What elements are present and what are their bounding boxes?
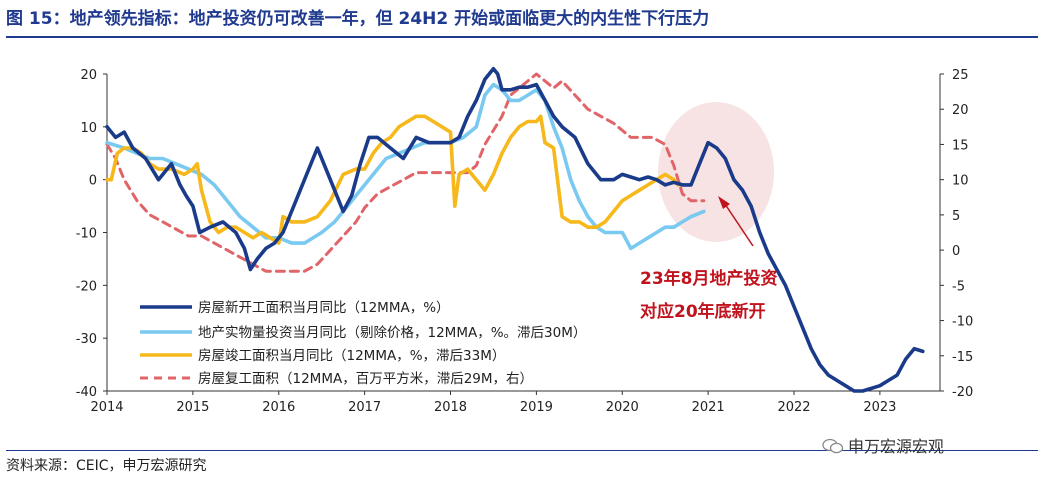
x-tick-label: 2023 xyxy=(863,400,896,415)
series-line-2 xyxy=(105,82,706,251)
source-divider xyxy=(6,450,1038,451)
annotation: 23年8月地产投资 对应20年底新开 xyxy=(640,196,778,322)
legend-label-4: 房屋复工面积（12MMA，百万平方米，滞后29M，右） xyxy=(198,370,533,387)
y-left-tick-label: 20 xyxy=(80,68,97,83)
annotation-line-1: 23年8月地产投资 xyxy=(640,268,778,289)
x-tick-label: 2019 xyxy=(520,400,553,415)
y-right-tick-label: 15 xyxy=(952,138,969,153)
legend-label-1: 房屋新开工面积当月同比（12MMA，%） xyxy=(198,300,450,316)
x-tick-label: 2015 xyxy=(176,400,209,415)
chart-title: 图 15：地产领先指标：地产投资仍可改善一年，但 24H2 开始或面临更大的内生… xyxy=(6,9,710,29)
legend-label-2: 地产实物量投资当月同比（剔除价格，12MMA，%。滞后30M） xyxy=(198,325,586,341)
y-right-tick-label: -10 xyxy=(952,315,973,330)
y-right-tick-label: -5 xyxy=(952,279,965,294)
y-left-tick-label: 0 xyxy=(89,174,97,189)
x-tick-label: 2016 xyxy=(262,400,295,415)
series-line-3 xyxy=(105,114,680,245)
y-right-tick-label: 5 xyxy=(952,209,960,224)
x-tick-label: 2018 xyxy=(434,400,467,415)
x-tick-label: 2014 xyxy=(90,400,123,415)
chart-canvas: 20100-10-20-30-402520151050-5-10-15-2020… xyxy=(76,66,973,415)
y-left-tick-label: -10 xyxy=(76,227,97,242)
annotation-arrow xyxy=(724,203,754,247)
series-line-1 xyxy=(105,66,925,393)
x-tick-label: 2021 xyxy=(692,400,725,415)
x-tick-label: 2017 xyxy=(348,400,381,415)
watermark: 申万宏源宏观 xyxy=(822,433,944,457)
y-right-tick-label: 20 xyxy=(952,103,969,118)
y-right-tick-label: 0 xyxy=(952,244,960,259)
series-line-4 xyxy=(105,72,706,273)
legend-label-3: 房屋竣工面积当月同比（12MMA，%，滞后33M） xyxy=(198,348,505,364)
x-tick-label: 2022 xyxy=(777,400,810,415)
legend: 房屋新开工面积当月同比（12MMA，%） 地产实物量投资当月同比（剔除价格，12M… xyxy=(140,300,586,387)
y-left-tick-label: -30 xyxy=(76,332,97,347)
highlight-ellipse xyxy=(658,102,774,242)
y-left-tick-label: -40 xyxy=(76,385,97,400)
y-right-tick-label: -15 xyxy=(952,350,973,365)
y-left-tick-label: -20 xyxy=(76,279,97,294)
series-layer xyxy=(105,66,925,393)
y-right-tick-label: 25 xyxy=(952,68,969,83)
y-right-tick-label: -20 xyxy=(952,385,973,400)
axes: 20100-10-20-30-402520151050-5-10-15-2020… xyxy=(76,68,973,415)
watermark-text: 申万宏源宏观 xyxy=(848,437,945,456)
y-left-tick-label: 10 xyxy=(80,121,97,136)
title-divider xyxy=(6,36,1038,38)
source-note: 资料来源：CEIC，申万宏源研究 xyxy=(6,458,207,474)
x-tick-label: 2020 xyxy=(606,400,639,415)
y-right-tick-label: 10 xyxy=(952,174,969,189)
annotation-line-2: 对应20年底新开 xyxy=(640,301,766,322)
wechat-icon xyxy=(822,438,844,454)
annotation-arrowhead xyxy=(718,196,730,209)
